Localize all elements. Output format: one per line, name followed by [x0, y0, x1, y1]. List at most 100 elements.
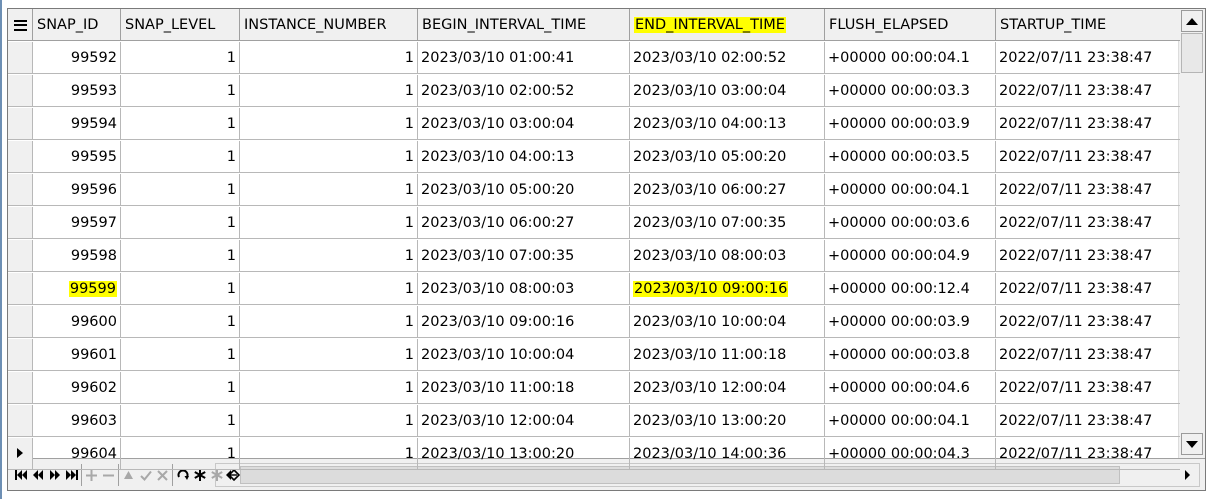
table-cell-begin-interval-time[interactable]: 2023/03/10 01:00:41 [418, 42, 630, 74]
horizontal-scrollbar[interactable] [215, 463, 1200, 487]
table-cell-snap-id[interactable]: 99594 [33, 108, 121, 140]
table-row[interactable]: 99598 1 1 2023/03/10 07:00:35 2023/03/10 08:… [8, 240, 1180, 273]
table-cell-end-interval-time[interactable]: 2023/03/10 05:00:20 [630, 141, 825, 173]
table-cell-instance-number[interactable]: 1 [240, 42, 418, 74]
table-cell-snap-id[interactable]: 99601 [33, 339, 121, 371]
table-cell-snap-level[interactable]: 1 [121, 405, 240, 437]
row-indicator[interactable] [8, 405, 33, 437]
table-cell-instance-number[interactable]: 1 [240, 207, 418, 239]
table-row[interactable]: 99597 1 1 2023/03/10 06:00:27 2023/03/10 07:… [8, 207, 1180, 240]
column-header-instance-number[interactable]: INSTANCE_NUMBER [240, 9, 418, 41]
table-cell-end-interval-time[interactable]: 2023/03/10 06:00:27 [630, 174, 825, 206]
table-cell-begin-interval-time[interactable]: 2023/03/10 03:00:04 [418, 108, 630, 140]
table-cell-flush-elapsed[interactable]: +00000 00:00:04.9 [825, 240, 996, 272]
table-cell-end-interval-time[interactable]: 2023/03/10 10:00:04 [630, 306, 825, 338]
scroll-down-button[interactable] [1181, 433, 1203, 455]
table-cell-begin-interval-time[interactable]: 2023/03/10 02:00:52 [418, 75, 630, 107]
row-indicator[interactable] [8, 42, 33, 74]
table-cell-instance-number[interactable]: 1 [240, 75, 418, 107]
table-cell-flush-elapsed[interactable]: +00000 00:00:04.1 [825, 174, 996, 206]
row-indicator[interactable] [8, 174, 33, 206]
table-cell-begin-interval-time[interactable]: 2023/03/10 09:00:16 [418, 306, 630, 338]
table-cell-instance-number[interactable]: 1 [240, 141, 418, 173]
table-cell-flush-elapsed[interactable]: +00000 00:00:03.9 [825, 306, 996, 338]
table-row[interactable]: 99603 1 1 2023/03/10 12:00:04 2023/03/10 13:… [8, 405, 1180, 438]
last-record-button[interactable] [63, 465, 80, 485]
table-cell-snap-level[interactable]: 1 [121, 141, 240, 173]
row-indicator[interactable] [8, 108, 33, 140]
table-cell-flush-elapsed[interactable]: +00000 00:00:03.5 [825, 141, 996, 173]
post-edit-button[interactable] [137, 465, 154, 485]
table-row[interactable]: 99593 1 1 2023/03/10 02:00:52 2023/03/10 03:… [8, 75, 1180, 108]
table-row[interactable]: 99595 1 1 2023/03/10 04:00:13 2023/03/10 05:… [8, 141, 1180, 174]
vertical-scroll-thumb[interactable] [1181, 33, 1203, 73]
row-indicator[interactable] [8, 75, 33, 107]
table-cell-end-interval-time[interactable]: 2023/03/10 07:00:35 [630, 207, 825, 239]
table-cell-startup-time[interactable]: 2022/07/11 23:38:47 [996, 240, 1180, 272]
table-cell-snap-id[interactable]: 99597 [33, 207, 121, 239]
table-cell-begin-interval-time[interactable]: 2023/03/10 10:00:04 [418, 339, 630, 371]
column-header-flush-elapsed[interactable]: FLUSH_ELAPSED [825, 9, 996, 41]
table-cell-instance-number[interactable]: 1 [240, 306, 418, 338]
table-row[interactable]: 99602 1 1 2023/03/10 11:00:18 2023/03/10 12:… [8, 372, 1180, 405]
column-header-begin-interval-time[interactable]: BEGIN_INTERVAL_TIME [418, 9, 630, 41]
table-cell-snap-level[interactable]: 1 [121, 108, 240, 140]
row-indicator[interactable] [8, 438, 33, 470]
table-cell-instance-number[interactable]: 1 [240, 372, 418, 404]
table-cell-begin-interval-time[interactable]: 2023/03/10 08:00:03 [418, 273, 630, 305]
table-cell-begin-interval-time[interactable]: 2023/03/10 11:00:18 [418, 372, 630, 404]
table-cell-flush-elapsed[interactable]: +00000 00:00:03.3 [825, 75, 996, 107]
table-cell-snap-level[interactable]: 1 [121, 306, 240, 338]
table-cell-startup-time[interactable]: 2022/07/11 23:38:47 [996, 438, 1180, 470]
table-cell-startup-time[interactable]: 2022/07/11 23:38:47 [996, 339, 1180, 371]
table-cell-flush-elapsed[interactable]: +00000 00:00:03.9 [825, 108, 996, 140]
row-indicator[interactable] [8, 339, 33, 371]
table-cell-startup-time[interactable]: 2022/07/11 23:38:47 [996, 372, 1180, 404]
next-page-button[interactable] [46, 465, 63, 485]
data-grid[interactable]: SNAP_ID SNAP_LEVEL INSTANCE_NUMBER BEGIN_IN… [7, 8, 1206, 491]
table-cell-snap-level[interactable]: 1 [121, 174, 240, 206]
set-bookmark-button[interactable] [191, 465, 208, 485]
table-cell-snap-level[interactable]: 1 [121, 339, 240, 371]
table-cell-begin-interval-time[interactable]: 2023/03/10 13:00:20 [418, 438, 630, 470]
table-cell-instance-number[interactable]: 1 [240, 108, 418, 140]
table-cell-instance-number[interactable]: 1 [240, 405, 418, 437]
table-cell-snap-level[interactable]: 1 [121, 273, 240, 305]
table-cell-end-interval-time[interactable]: 2023/03/10 02:00:52 [630, 42, 825, 74]
row-indicator[interactable] [8, 240, 33, 272]
table-cell-begin-interval-time[interactable]: 2023/03/10 04:00:13 [418, 141, 630, 173]
table-cell-snap-level[interactable]: 1 [121, 75, 240, 107]
horizontal-scroll-thumb[interactable] [240, 466, 1120, 484]
table-cell-end-interval-time[interactable]: 2023/03/10 09:00:16 [630, 273, 825, 305]
table-cell-snap-id[interactable]: 99596 [33, 174, 121, 206]
table-cell-flush-elapsed[interactable]: +00000 00:00:12.4 [825, 273, 996, 305]
table-cell-flush-elapsed[interactable]: +00000 00:00:04.1 [825, 405, 996, 437]
table-cell-end-interval-time[interactable]: 2023/03/10 14:00:36 [630, 438, 825, 470]
table-cell-begin-interval-time[interactable]: 2023/03/10 05:00:20 [418, 174, 630, 206]
table-cell-snap-level[interactable]: 1 [121, 240, 240, 272]
table-cell-startup-time[interactable]: 2022/07/11 23:38:47 [996, 207, 1180, 239]
edit-record-button[interactable] [120, 465, 137, 485]
table-cell-snap-id[interactable]: 99604 [33, 438, 121, 470]
table-cell-snap-id[interactable]: 99599 [33, 273, 121, 305]
insert-record-button[interactable] [83, 465, 100, 485]
column-header-startup-time[interactable]: STARTUP_TIME [996, 9, 1180, 41]
table-cell-end-interval-time[interactable]: 2023/03/10 12:00:04 [630, 372, 825, 404]
row-indicator[interactable] [8, 372, 33, 404]
table-cell-begin-interval-time[interactable]: 2023/03/10 06:00:27 [418, 207, 630, 239]
cancel-edit-button[interactable] [154, 465, 171, 485]
table-cell-startup-time[interactable]: 2022/07/11 23:38:47 [996, 273, 1180, 305]
table-row[interactable]: 99596 1 1 2023/03/10 05:00:20 2023/03/10 06:… [8, 174, 1180, 207]
table-cell-begin-interval-time[interactable]: 2023/03/10 12:00:04 [418, 405, 630, 437]
column-header-end-interval-time[interactable]: END_INTERVAL_TIME [630, 9, 825, 41]
table-cell-snap-id[interactable]: 99603 [33, 405, 121, 437]
column-header-snap-id[interactable]: SNAP_ID [33, 9, 121, 41]
table-cell-end-interval-time[interactable]: 2023/03/10 11:00:18 [630, 339, 825, 371]
table-cell-flush-elapsed[interactable]: +00000 00:00:03.8 [825, 339, 996, 371]
table-cell-snap-level[interactable]: 1 [121, 372, 240, 404]
table-cell-startup-time[interactable]: 2022/07/11 23:38:47 [996, 75, 1180, 107]
table-cell-end-interval-time[interactable]: 2023/03/10 08:00:03 [630, 240, 825, 272]
vertical-scrollbar[interactable] [1178, 9, 1205, 458]
table-cell-startup-time[interactable]: 2022/07/11 23:38:47 [996, 174, 1180, 206]
table-cell-snap-id[interactable]: 99602 [33, 372, 121, 404]
